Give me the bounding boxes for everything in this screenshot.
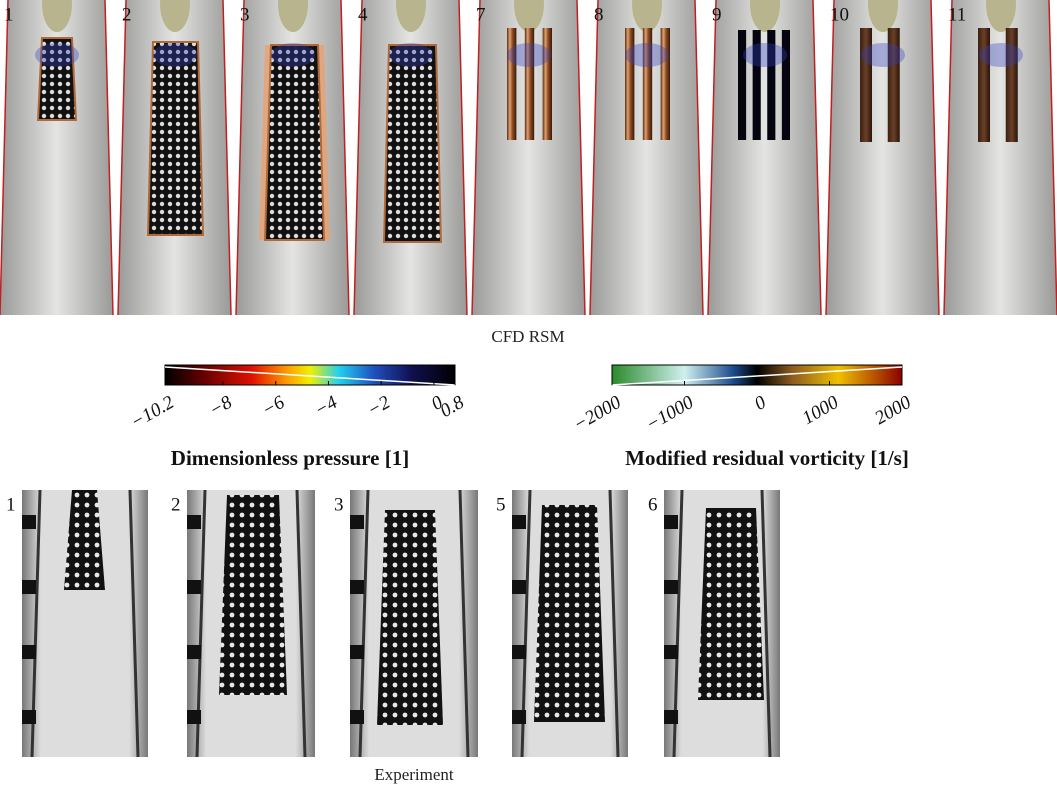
clamp	[512, 580, 526, 594]
element	[377, 510, 443, 725]
strip	[661, 28, 670, 140]
panel-label: 6	[648, 494, 658, 515]
colorbar-tick-label: 0.8	[437, 392, 469, 422]
panel-label: 2	[122, 4, 132, 25]
experiment-panel: 1	[6, 490, 148, 757]
strip	[507, 28, 516, 140]
clamp	[664, 515, 678, 529]
element	[219, 495, 287, 695]
panel-label: 3	[334, 494, 344, 515]
panel-label: 10	[830, 4, 849, 25]
clamp	[187, 515, 201, 529]
panel-label: 1	[4, 4, 14, 25]
cfd-panel: 4	[354, 0, 467, 315]
clamp	[664, 645, 678, 659]
colorbar-tick-label: −6	[259, 392, 289, 422]
panel-label: 11	[948, 4, 966, 25]
experiment-panel: 3	[334, 490, 478, 757]
clamp	[22, 710, 36, 724]
panel-label: 4	[358, 4, 368, 25]
colorbar-tick-label: −2000	[570, 392, 625, 436]
clamp	[512, 645, 526, 659]
cfd-panel: 9	[708, 0, 821, 315]
element	[384, 45, 441, 242]
strip	[738, 30, 746, 140]
clamp	[664, 710, 678, 724]
cfd-panel: 3	[236, 0, 349, 315]
strip	[978, 28, 990, 142]
vortex	[153, 43, 197, 67]
element	[148, 42, 203, 235]
colorbar-tick-label: 2000	[871, 392, 915, 429]
colorbar-title: Modified residual vorticity [1/s]	[625, 446, 909, 470]
clamp	[187, 645, 201, 659]
colorbar-tick-label: −1000	[643, 392, 698, 436]
colorbar-tick-label: −2	[364, 392, 394, 422]
panel-label: 3	[240, 4, 250, 25]
cfd-panel: 2	[118, 0, 231, 315]
clamp	[350, 515, 364, 529]
colorbar-tick-label: 1000	[799, 392, 843, 429]
clamp	[22, 515, 36, 529]
panel-label: 5	[496, 494, 506, 515]
clamp	[664, 580, 678, 594]
experiment-panel: 5	[496, 490, 628, 757]
vortex	[861, 43, 905, 67]
strip	[860, 28, 872, 142]
element	[534, 505, 605, 722]
panel-label: 8	[594, 4, 604, 25]
cfd-panel: 8	[590, 0, 703, 315]
element	[698, 508, 764, 700]
strip	[625, 28, 634, 140]
clamp	[512, 515, 526, 529]
cfd-caption: CFD RSM	[491, 327, 564, 346]
panel-label: 7	[476, 4, 486, 25]
panel-label: 1	[6, 494, 16, 515]
colorbar-tick-label: 0	[751, 392, 770, 415]
strip	[543, 28, 552, 140]
clamp	[187, 710, 201, 724]
cfd-panel: 1	[0, 0, 113, 315]
element	[265, 45, 324, 240]
vortex	[979, 43, 1023, 67]
vortex	[35, 43, 79, 67]
colorbar-tick-label: −4	[311, 392, 341, 422]
clamp	[350, 580, 364, 594]
colorbar-tick-label: −10.2	[127, 392, 178, 433]
colorbar-title: Dimensionless pressure [1]	[171, 446, 409, 470]
clamp	[22, 580, 36, 594]
experiment-panel: 2	[171, 490, 315, 757]
experiment-panel: 6	[648, 490, 780, 757]
colorbar-tick-label: −8	[206, 392, 236, 422]
cfd-panel: 7	[472, 0, 585, 315]
vortex	[507, 43, 551, 67]
vortex	[625, 43, 669, 67]
clamp	[350, 645, 364, 659]
clamp	[512, 710, 526, 724]
experiment-caption: Experiment	[374, 765, 454, 784]
clamp	[187, 580, 201, 594]
clamp	[22, 645, 36, 659]
vortex	[389, 43, 433, 67]
panel-label: 9	[712, 4, 722, 25]
clamp	[350, 710, 364, 724]
cfd-panel: 10	[826, 0, 939, 315]
figure: CFD RSM Experiment 12347891011−10.2−8−6−…	[0, 0, 1057, 792]
vortex	[743, 43, 787, 67]
cfd-panel: 11	[944, 0, 1057, 315]
panel-label: 2	[171, 494, 181, 515]
vortex	[271, 43, 315, 67]
strip	[782, 30, 790, 140]
